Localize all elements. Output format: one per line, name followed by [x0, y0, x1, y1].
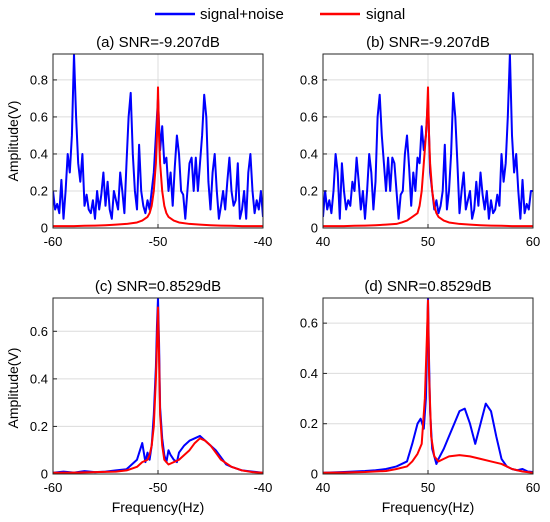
- x-axis-label: Frequency(Hz): [382, 499, 475, 515]
- y-tick-label: 0.2: [30, 183, 48, 198]
- x-tick-label: 40: [316, 234, 330, 249]
- y-tick-label: 0.2: [300, 183, 318, 198]
- panel-d: (d) SNR=0.8529dB Frequency(Hz) 0 0.2 0.4 0.…: [300, 278, 540, 515]
- x-tick-label: -40: [254, 234, 273, 249]
- series-line-signal: [323, 86, 533, 228]
- y-axis-label: Amplitude(V): [5, 101, 21, 182]
- plot-area: [52, 297, 264, 475]
- panel-title: (c) SNR=0.8529dB: [95, 278, 221, 295]
- x-tick-label: -50: [149, 480, 168, 495]
- panel-a: (a) SNR=-9.207dB Amplitude(V) 0 0.2 0.4 0.6…: [5, 34, 272, 249]
- y-tick-label: 0.8: [30, 72, 48, 87]
- series-line-signal: [323, 299, 533, 474]
- y-tick-label: 0.6: [30, 109, 48, 124]
- x-tick-label: -60: [44, 234, 63, 249]
- x-tick-label: -50: [149, 234, 168, 249]
- panel-title: (a) SNR=-9.207dB: [96, 34, 220, 51]
- panel-title: (b) SNR=-9.207dB: [366, 34, 490, 51]
- series-line-signal: [53, 306, 263, 474]
- legend-label-signal: signal: [366, 6, 405, 23]
- x-tick-label: -40: [254, 480, 273, 495]
- panel-c: (c) SNR=0.8529dB Amplitude(V) Frequency(…: [5, 278, 272, 515]
- y-tick-label: 0.4: [300, 146, 318, 161]
- x-tick-label: 50: [421, 480, 435, 495]
- panel-title: (d) SNR=0.8529dB: [364, 278, 491, 295]
- panel-b: (b) SNR=-9.207dB 0 0.2 0.4 0.6 0.8 40 50 60: [300, 34, 540, 249]
- y-tick-label: 0.2: [300, 416, 318, 431]
- plot-area: [322, 53, 534, 229]
- y-tick-label: 0: [41, 221, 48, 236]
- plot-area: [322, 297, 534, 475]
- series-line-signal: [53, 86, 263, 228]
- x-tick-label: 50: [421, 234, 435, 249]
- x-tick-label: 60: [526, 234, 540, 249]
- y-tick-label: 0.6: [30, 324, 48, 339]
- y-tick-label: 0.6: [300, 316, 318, 331]
- x-tick-label: 60: [526, 480, 540, 495]
- x-tick-label: -60: [44, 480, 63, 495]
- y-tick-label: 0.4: [30, 146, 48, 161]
- y-tick-label: 0.6: [300, 109, 318, 124]
- x-tick-label: 40: [316, 480, 330, 495]
- plot-area: [52, 53, 264, 229]
- y-tick-label: 0.4: [30, 371, 48, 386]
- legend: signal+noise signal: [155, 6, 405, 23]
- y-axis-label: Amplitude(V): [5, 348, 21, 429]
- y-tick-label: 0.4: [300, 366, 318, 381]
- x-axis-label: Frequency(Hz): [112, 499, 205, 515]
- y-tick-label: 0: [311, 467, 318, 482]
- y-tick-label: 0.8: [300, 72, 318, 87]
- legend-label-signal-noise: signal+noise: [200, 6, 284, 23]
- y-tick-label: 0: [41, 467, 48, 482]
- y-tick-label: 0: [311, 221, 318, 236]
- y-tick-label: 0.2: [30, 419, 48, 434]
